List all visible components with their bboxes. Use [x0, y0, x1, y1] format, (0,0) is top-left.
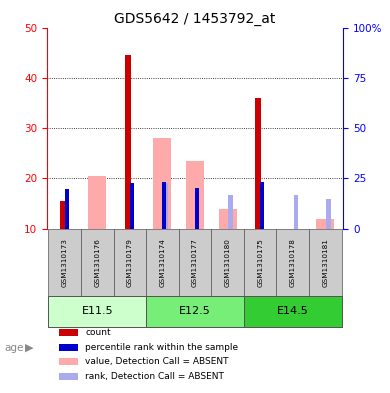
Text: GSM1310178: GSM1310178: [290, 238, 296, 286]
Bar: [48, 296, 146, 327]
Bar: [113, 229, 146, 296]
Bar: [81, 229, 113, 296]
Bar: [294, 195, 298, 229]
Text: GSM1310177: GSM1310177: [192, 238, 198, 286]
Text: percentile rank within the sample: percentile rank within the sample: [85, 343, 238, 352]
Text: rank, Detection Call = ABSENT: rank, Detection Call = ABSENT: [85, 372, 224, 381]
Bar: [58, 344, 78, 351]
Bar: [186, 161, 204, 229]
Bar: [154, 138, 171, 229]
Bar: [309, 229, 342, 296]
Text: GSM1310180: GSM1310180: [225, 238, 230, 286]
Text: GSM1310181: GSM1310181: [322, 238, 328, 286]
Text: E11.5: E11.5: [82, 307, 113, 316]
Bar: [260, 182, 264, 229]
Text: ▶: ▶: [25, 343, 34, 353]
Bar: [58, 373, 78, 380]
Text: age: age: [4, 343, 23, 353]
Bar: [244, 229, 277, 296]
Text: E12.5: E12.5: [179, 307, 211, 316]
Title: GDS5642 / 1453792_at: GDS5642 / 1453792_at: [114, 13, 276, 26]
Bar: [195, 188, 199, 229]
Bar: [125, 55, 131, 229]
Bar: [277, 229, 309, 296]
Text: GSM1310179: GSM1310179: [127, 238, 133, 286]
Bar: [162, 182, 167, 229]
Text: value, Detection Call = ABSENT: value, Detection Call = ABSENT: [85, 357, 229, 366]
Bar: [244, 296, 342, 327]
Bar: [163, 184, 168, 229]
Bar: [130, 184, 134, 229]
Bar: [60, 201, 66, 229]
Bar: [179, 229, 211, 296]
Bar: [316, 219, 334, 229]
Bar: [211, 229, 244, 296]
Text: E14.5: E14.5: [277, 307, 308, 316]
Bar: [58, 358, 78, 365]
Text: GSM1310174: GSM1310174: [160, 238, 165, 286]
Bar: [146, 229, 179, 296]
Text: GSM1310173: GSM1310173: [62, 238, 68, 286]
Bar: [48, 229, 81, 296]
Text: GSM1310176: GSM1310176: [94, 238, 100, 286]
Bar: [255, 98, 261, 229]
Bar: [58, 329, 78, 336]
Bar: [88, 176, 106, 229]
Bar: [229, 195, 233, 229]
Text: count: count: [85, 328, 111, 337]
Bar: [219, 209, 236, 229]
Bar: [146, 296, 244, 327]
Bar: [65, 189, 69, 229]
Text: GSM1310175: GSM1310175: [257, 238, 263, 286]
Bar: [326, 198, 331, 229]
